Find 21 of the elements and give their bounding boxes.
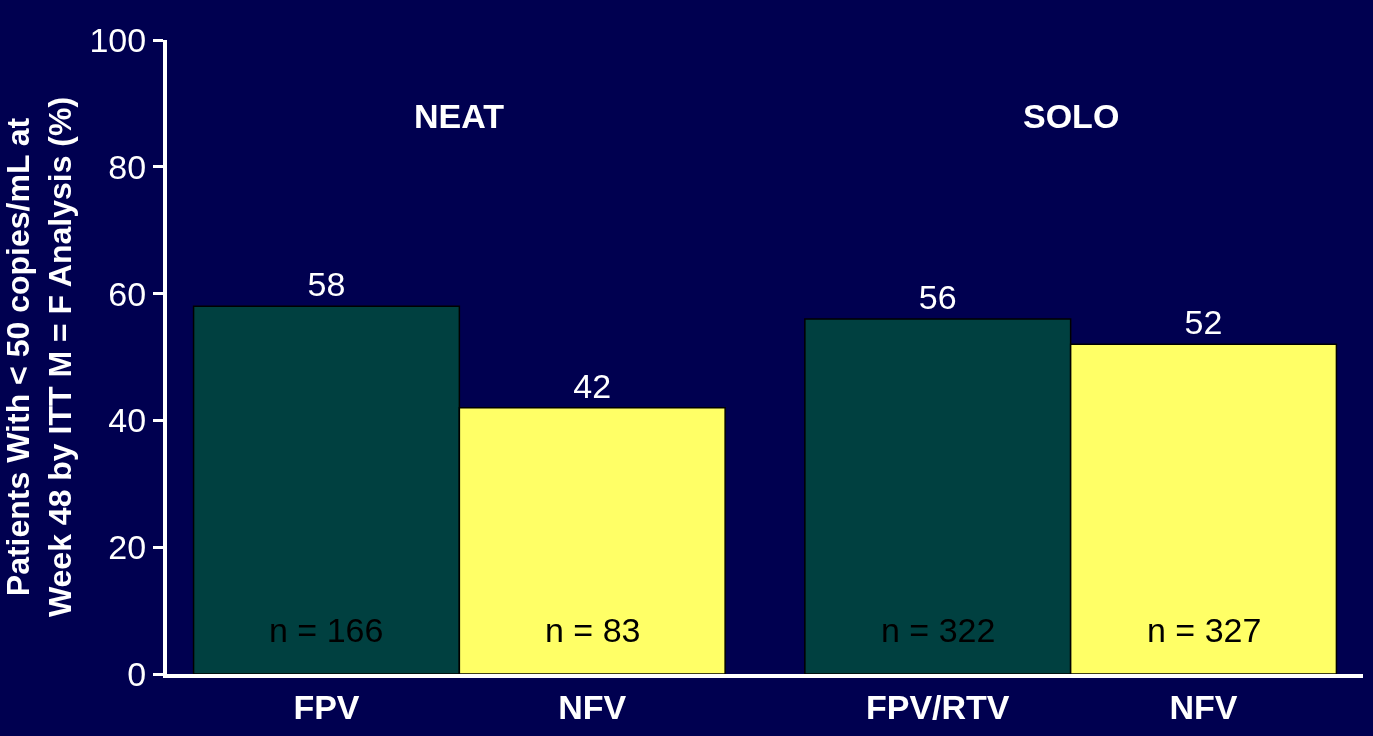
annotation: SOLO xyxy=(1023,97,1120,135)
y-axis-title: Patients With < 50 copies/mL at Week 48 by ITT M = F Analysis (%) xyxy=(0,96,78,618)
y-tick-label: 100 xyxy=(89,20,147,59)
y-tick-label: 80 xyxy=(108,147,147,186)
x-tick-label: FPV/RTV xyxy=(865,687,1010,726)
data-label: 56 xyxy=(918,277,957,316)
annotation: n = 327 xyxy=(1147,611,1262,649)
data-label: 42 xyxy=(573,366,612,405)
x-tick-label: FPV xyxy=(293,687,360,726)
annotation: n = 83 xyxy=(545,611,641,649)
data-label: 52 xyxy=(1184,303,1223,342)
y-tick-label: 0 xyxy=(127,654,147,693)
annotation: NEAT xyxy=(414,97,505,135)
x-tick-label: NFV xyxy=(558,687,627,726)
annotation: n = 166 xyxy=(269,611,384,649)
y-tick-label: 20 xyxy=(108,528,147,567)
y-tick-label: 60 xyxy=(108,274,147,313)
data-label: 58 xyxy=(307,265,346,304)
x-tick-label: NFV xyxy=(1169,687,1238,726)
y-tick-label: 40 xyxy=(108,401,147,440)
annotation: n = 322 xyxy=(881,611,996,649)
